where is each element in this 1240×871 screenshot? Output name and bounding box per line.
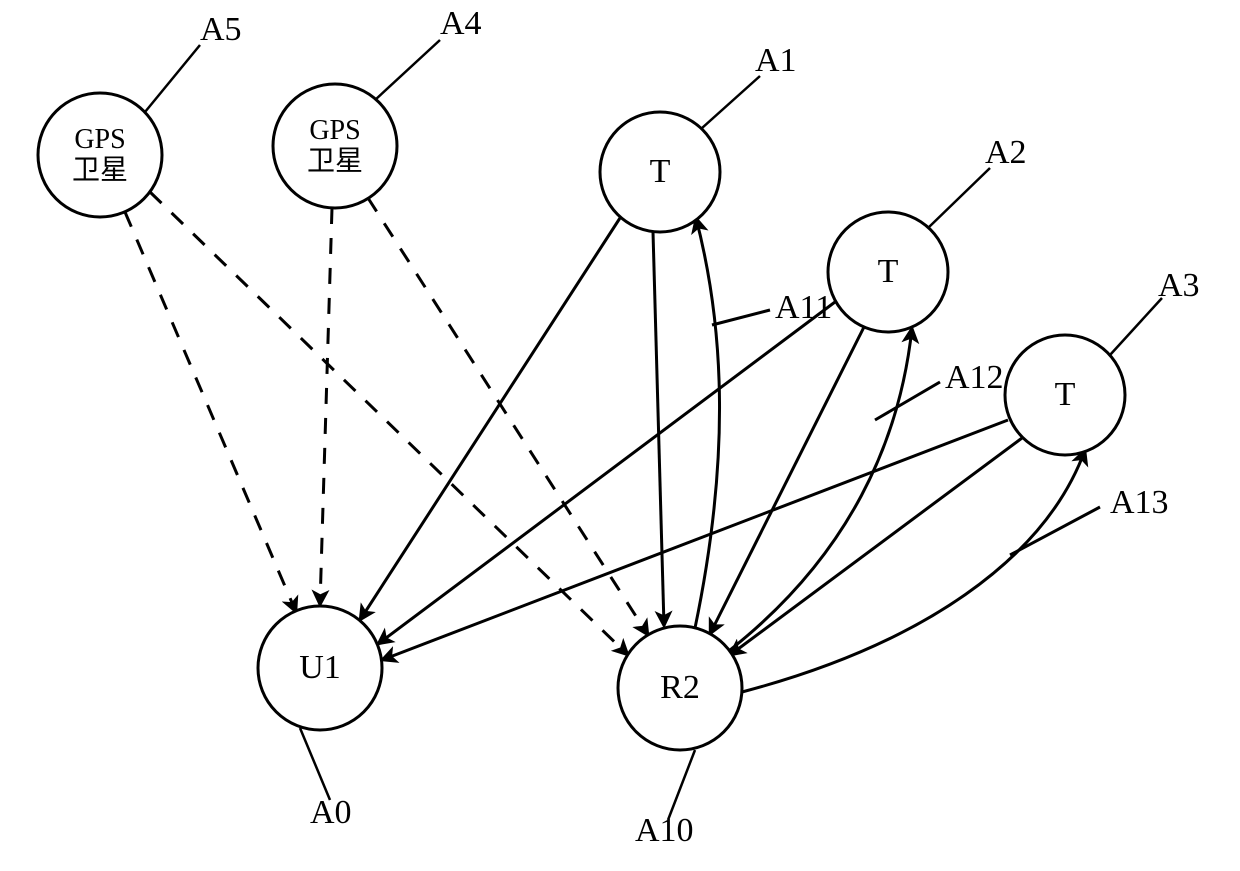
leader-A0 [300, 728, 330, 800]
edge-a11-leader [712, 310, 770, 325]
edge-r2-a1 [695, 218, 720, 628]
edge-label-A11: A11 [775, 289, 832, 326]
edge-a2-r2 [710, 327, 864, 634]
diagram-canvas: GPS卫星GPS卫星TTTU1R2A5A4A1A2A3A0A10A11A12A1… [0, 0, 1240, 871]
node-text-A3: T [1055, 376, 1076, 413]
node-text-A4-line1: 卫星 [307, 146, 363, 177]
label-A4: A4 [440, 5, 482, 42]
edge-a1-r2 [653, 232, 664, 626]
edge-a5-r2 [150, 192, 628, 655]
leader-A5 [145, 45, 200, 112]
node-A2: T [828, 212, 948, 332]
edge-a4-r2 [368, 198, 648, 635]
node-A10: R2 [618, 626, 742, 750]
leader-A1 [702, 76, 760, 128]
edge-a5-u1 [125, 212, 296, 612]
leader-A4 [375, 40, 440, 100]
edge-a13-leader [1010, 507, 1100, 555]
label-A1: A1 [755, 42, 797, 79]
edge-label-A13: A13 [1110, 484, 1169, 521]
edge-a4-u1 [320, 208, 332, 605]
node-A1: T [600, 112, 720, 232]
nodes-layer: GPS卫星GPS卫星TTTU1R2 [38, 84, 1125, 750]
node-A3: T [1005, 335, 1125, 455]
leader-A2 [928, 168, 990, 228]
node-text-A1: T [650, 153, 671, 190]
node-text-A5-line1: 卫星 [72, 155, 128, 186]
node-text-A10: R2 [660, 669, 700, 706]
label-A5: A5 [200, 11, 242, 48]
node-A4: GPS卫星 [273, 84, 397, 208]
edges-layer [125, 192, 1100, 692]
edge-r2-a3 [742, 450, 1085, 692]
node-A0: U1 [258, 606, 382, 730]
label-A3: A3 [1158, 267, 1200, 304]
leader-A3 [1110, 298, 1162, 355]
label-A0: A0 [310, 794, 352, 831]
edge-r2-a2 [730, 328, 912, 650]
label-A10: A10 [635, 812, 694, 849]
edge-label-A12: A12 [945, 359, 1004, 396]
leader-A10 [668, 750, 695, 820]
label-A2: A2 [985, 134, 1027, 171]
node-text-A4-line0: GPS [309, 115, 360, 146]
node-A5: GPS卫星 [38, 93, 162, 217]
node-text-A2: T [878, 253, 899, 290]
edge-a2-u1 [378, 302, 835, 644]
edge-a12-leader [875, 382, 940, 420]
node-text-A0: U1 [299, 649, 341, 686]
node-text-A5-line0: GPS [74, 124, 125, 155]
